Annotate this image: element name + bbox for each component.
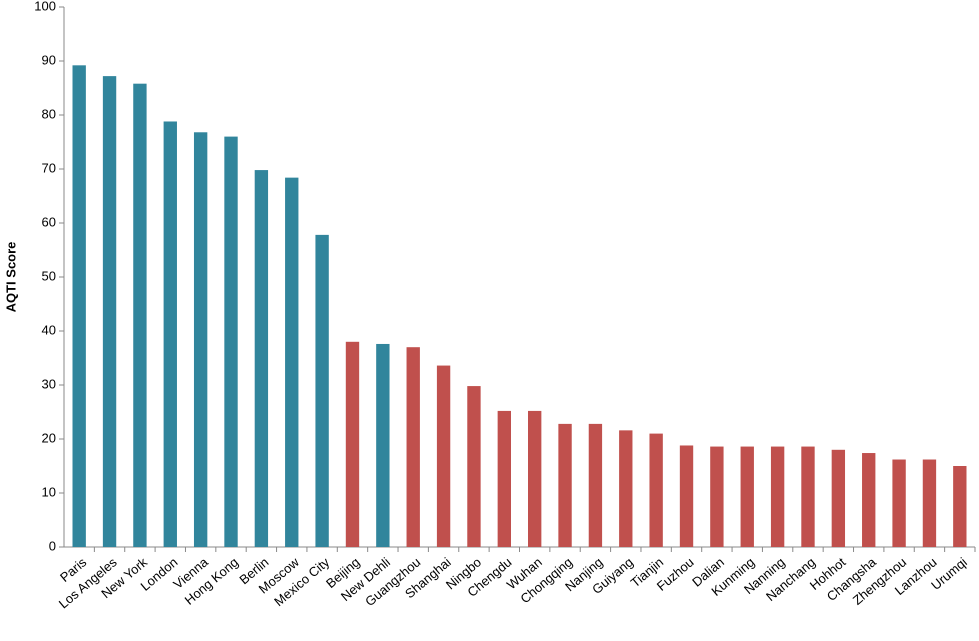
bar [345, 341, 360, 547]
bar [467, 386, 481, 547]
y-tick-label: 100 [34, 0, 56, 13]
bar [102, 76, 117, 548]
bar [953, 466, 967, 547]
bar [740, 446, 754, 547]
bar [497, 410, 511, 547]
y-tick-label: 60 [42, 214, 56, 229]
bar [862, 453, 876, 547]
bar [801, 446, 815, 547]
bar [285, 177, 299, 547]
bar [649, 433, 663, 547]
bar [588, 423, 603, 547]
y-axis-label: AQTI Score [3, 242, 18, 313]
y-tick-label: 0 [49, 538, 56, 553]
y-tick-label: 30 [42, 376, 56, 391]
y-tick-label: 90 [42, 52, 56, 67]
bar [892, 459, 906, 547]
y-tick-label: 10 [42, 484, 56, 499]
y-tick-label: 40 [42, 322, 56, 337]
bar [315, 234, 329, 547]
y-tick-label: 20 [42, 430, 56, 445]
bar [133, 83, 147, 548]
bar [254, 170, 269, 547]
bar [679, 445, 694, 547]
bar [224, 136, 238, 547]
bar [406, 347, 420, 547]
bar [558, 423, 572, 547]
bar [710, 446, 724, 547]
bar [922, 459, 937, 547]
bar [72, 65, 86, 547]
bar [193, 132, 208, 547]
y-tick-label: 70 [42, 160, 56, 175]
bar [436, 365, 451, 547]
bar [770, 446, 785, 547]
bar [163, 121, 177, 547]
y-tick-label: 50 [42, 268, 56, 283]
bar [831, 449, 846, 547]
bar [528, 410, 542, 547]
bar [376, 343, 390, 547]
y-tick-label: 80 [42, 106, 56, 121]
bar [619, 430, 633, 547]
